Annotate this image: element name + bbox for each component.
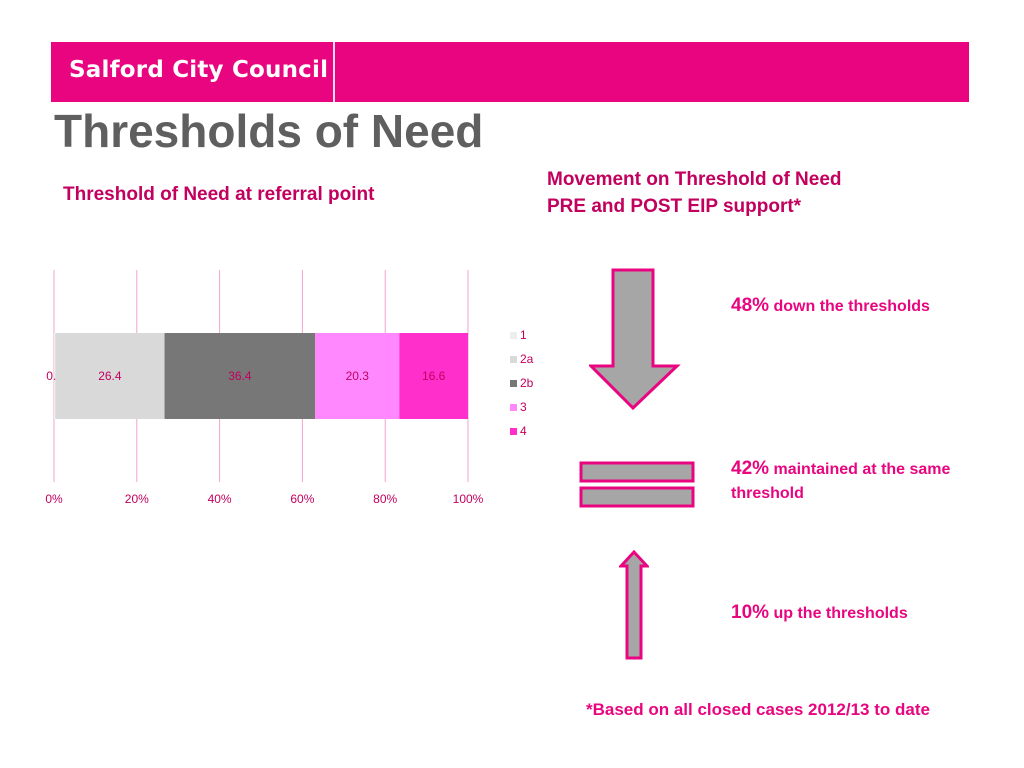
x-tick-label: 40%: [208, 492, 232, 506]
x-tick-label: 0%: [45, 492, 63, 506]
legend-label: 2a: [520, 352, 534, 366]
stat-down: 48% down the thresholds: [731, 294, 930, 319]
banner-divider: [333, 42, 335, 102]
legend-label: 2b: [520, 376, 534, 390]
x-tick-label: 100%: [453, 492, 484, 506]
x-tick-label: 80%: [373, 492, 397, 506]
legend-swatch: [510, 332, 517, 339]
data-label: 20.3: [346, 369, 370, 383]
movement-heading-line2: PRE and POST EIP support*: [547, 196, 802, 217]
stat-same: 42% maintained at the same threshold: [731, 457, 1016, 506]
legend-label: 4: [520, 424, 527, 438]
page-title: Thresholds of Need: [54, 105, 484, 157]
data-label: 26.4: [98, 369, 122, 383]
legend-label: 1: [520, 328, 527, 342]
stat-up: 10% up the thresholds: [731, 601, 908, 626]
stat-down-text: down the thresholds: [773, 298, 930, 315]
data-label: 36.4: [228, 369, 252, 383]
legend-swatch: [510, 428, 517, 435]
data-label: 16.6: [422, 369, 446, 383]
legend-label: 3: [520, 400, 527, 414]
stat-up-text: up the thresholds: [773, 605, 908, 622]
legend-swatch: [510, 380, 517, 387]
stacked-bar-chart: 0.3 26.4 36.4 20.3 16.60% 20% 40% 60% 80% 100%12a…: [45, 270, 534, 506]
bar-segment: [164, 333, 316, 419]
movement-heading-line1: Movement on Threshold of Need: [547, 169, 842, 190]
stat-same-text: maintained at the same threshold: [731, 461, 951, 502]
header-banner: Salford City Council: [51, 42, 969, 102]
stat-same-pct: 42%: [731, 458, 770, 479]
up-arrow-icon: [619, 550, 649, 660]
bar-segment: [55, 333, 165, 419]
x-tick-label: 60%: [290, 492, 314, 506]
chart-heading: Threshold of Need at referral point: [63, 184, 375, 205]
stat-up-pct: 10%: [731, 602, 770, 623]
legend-swatch: [510, 356, 517, 363]
equals-icon: [579, 461, 695, 508]
movement-heading: Movement on Threshold of Need PRE and PO…: [547, 166, 947, 220]
council-logo: Salford City Council: [69, 57, 329, 83]
threshold-chart: 0.3 26.4 36.4 20.3 16.6 0% 20% 40% 60% 80% 100% 1 2a…: [0, 260, 560, 525]
footnote: *Based on all closed cases 2012/13 to da…: [586, 700, 930, 719]
legend-swatch: [510, 404, 517, 411]
down-arrow-icon: [589, 268, 681, 410]
stat-down-pct: 48%: [731, 295, 770, 316]
x-tick-label: 20%: [125, 492, 149, 506]
bar-segment: [315, 333, 400, 419]
bar-segment: [399, 333, 468, 419]
bar-segment: [54, 333, 56, 419]
